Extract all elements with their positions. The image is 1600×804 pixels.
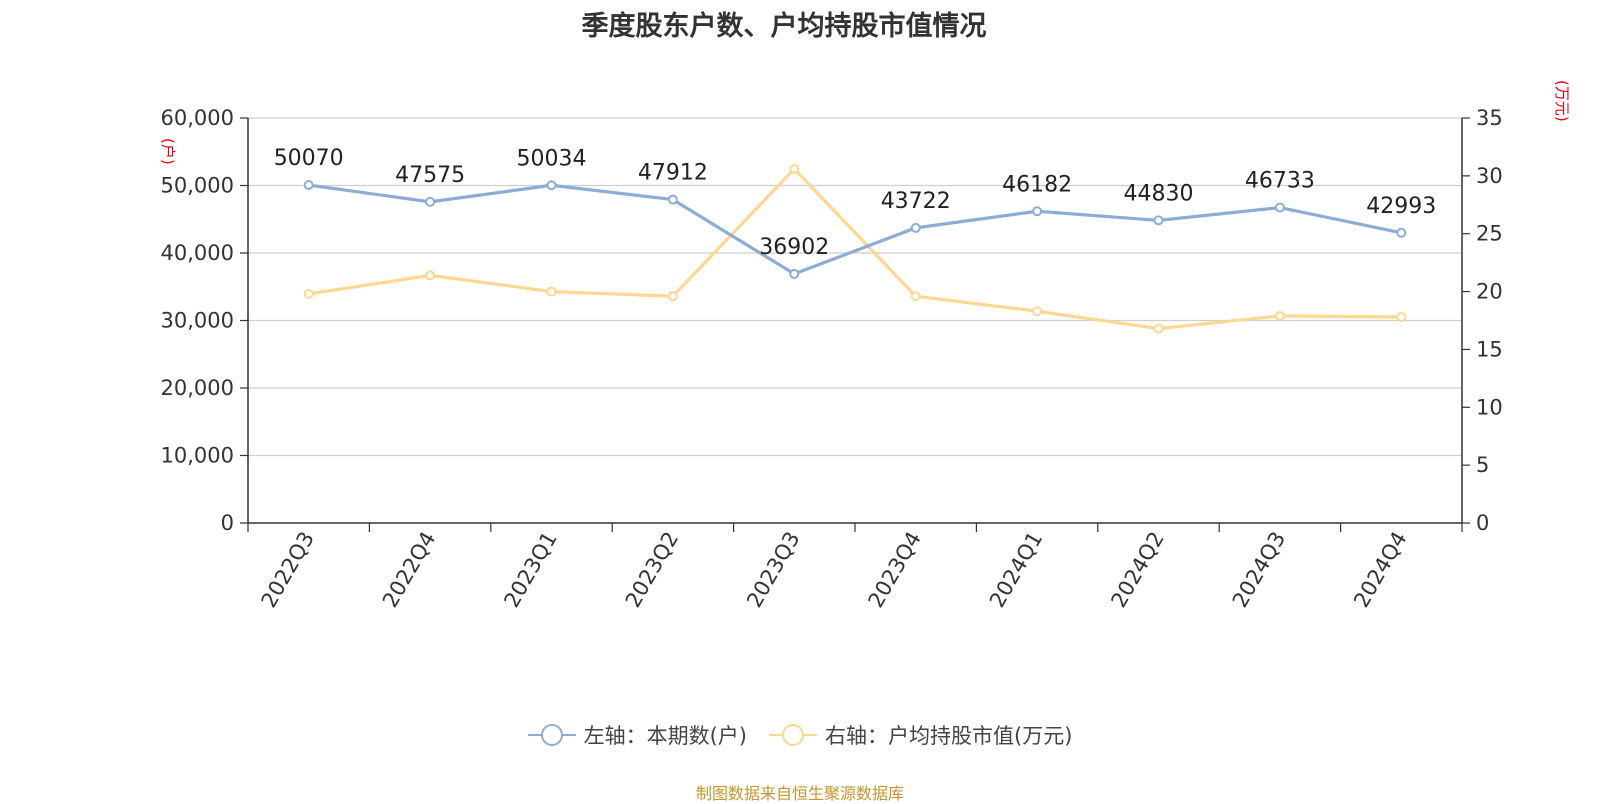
data-point-left <box>667 194 678 205</box>
x-tick-label: 2023Q3 <box>742 528 804 612</box>
data-point-right <box>1153 323 1164 334</box>
data-point-left <box>910 222 921 233</box>
data-point-left <box>425 196 436 207</box>
left-tick-label: 0 <box>221 511 234 535</box>
data-point-right <box>546 286 557 297</box>
data-point-right <box>425 270 436 281</box>
legend: 左轴：本期数(户) 右轴：户均持股市值(万元) <box>0 720 1600 750</box>
series-line-left <box>308 183 1402 276</box>
x-tick-label: 2023Q4 <box>864 528 926 612</box>
legend-right-marker-icon <box>769 724 817 746</box>
x-tick-label: 2022Q3 <box>257 528 319 612</box>
right-tick-label: 15 <box>1476 337 1503 361</box>
left-tick-label: 20,000 <box>161 376 234 400</box>
x-tick-label: 2024Q3 <box>1228 528 1290 612</box>
left-tick-label: 60,000 <box>161 106 234 130</box>
data-point-left <box>1032 206 1043 217</box>
x-tick-label: 2024Q4 <box>1349 528 1411 612</box>
series-group <box>303 163 1407 334</box>
right-tick-label: 25 <box>1476 222 1503 246</box>
data-labels: 50070 47575 50034 47912 36902 43722 46182 44830… <box>274 146 1437 260</box>
right-axis-ticks: 0 5 10 15 20 25 30 35 <box>1462 106 1503 535</box>
data-point-right <box>910 291 921 302</box>
legend-left-marker-icon <box>527 724 576 746</box>
right-axis-unit: (万元) <box>1553 80 1571 122</box>
data-point-right <box>303 288 314 299</box>
data-label: 50034 <box>517 146 587 171</box>
data-point-right <box>1274 310 1285 321</box>
left-tick-label: 40,000 <box>161 241 234 265</box>
source-note: 制图数据来自恒生聚源数据库 <box>695 784 904 803</box>
x-tick-label: 2024Q2 <box>1106 528 1168 612</box>
right-tick-label: 20 <box>1476 280 1503 304</box>
chart-title: 季度股东户数、户均持股市值情况 <box>581 11 987 42</box>
data-point-left <box>789 268 800 279</box>
data-point-left <box>1396 227 1407 238</box>
right-tick-label: 0 <box>1476 511 1489 535</box>
data-label: 44830 <box>1124 181 1194 206</box>
data-point-right <box>789 163 800 174</box>
data-point-left <box>303 180 314 191</box>
legend-right-label: 右轴：户均持股市值(万元) <box>825 724 1073 748</box>
data-point-left <box>1153 215 1164 226</box>
right-tick-label: 10 <box>1476 395 1503 419</box>
data-point-left <box>1274 202 1285 213</box>
left-tick-label: 10,000 <box>161 444 234 468</box>
legend-item-left[interactable]: 左轴：本期数(户) <box>527 720 747 750</box>
data-label: 43722 <box>881 189 951 214</box>
x-tick-label: 2023Q2 <box>621 528 683 612</box>
x-tick-label: 2022Q4 <box>378 528 440 612</box>
left-axis-ticks: 0 10,000 20,000 30,000 40,000 50,000 60,000 <box>161 106 248 535</box>
right-tick-label: 5 <box>1476 453 1489 477</box>
series-line-right <box>308 167 1402 331</box>
legend-item-right[interactable]: 右轴：户均持股市值(万元) <box>769 720 1072 750</box>
legend-left-label: 左轴：本期数(户) <box>583 724 747 748</box>
right-tick-label: 35 <box>1476 106 1503 130</box>
data-point-right <box>1396 312 1407 323</box>
x-tick-label: 2023Q1 <box>499 528 561 612</box>
grid-lines <box>248 117 1462 457</box>
data-point-right <box>1032 306 1043 317</box>
left-tick-label: 50,000 <box>161 174 234 198</box>
data-label: 36902 <box>759 235 829 260</box>
left-axis-unit: (户) <box>159 138 177 165</box>
data-label: 46733 <box>1245 169 1315 194</box>
x-axis-ticks: 2022Q3 2022Q4 2023Q1 2023Q2 2023Q3 2023Q4 2024… <box>247 523 1463 612</box>
data-point-left <box>546 180 557 191</box>
data-label: 42993 <box>1366 194 1436 219</box>
data-point-right <box>667 291 678 302</box>
data-label: 47575 <box>395 163 465 188</box>
data-label: 47912 <box>638 161 708 186</box>
data-label: 50070 <box>274 146 344 171</box>
right-tick-label: 30 <box>1476 164 1503 188</box>
x-tick-label: 2024Q1 <box>985 528 1047 612</box>
data-label: 46182 <box>1002 172 1072 197</box>
left-tick-label: 30,000 <box>161 309 234 333</box>
